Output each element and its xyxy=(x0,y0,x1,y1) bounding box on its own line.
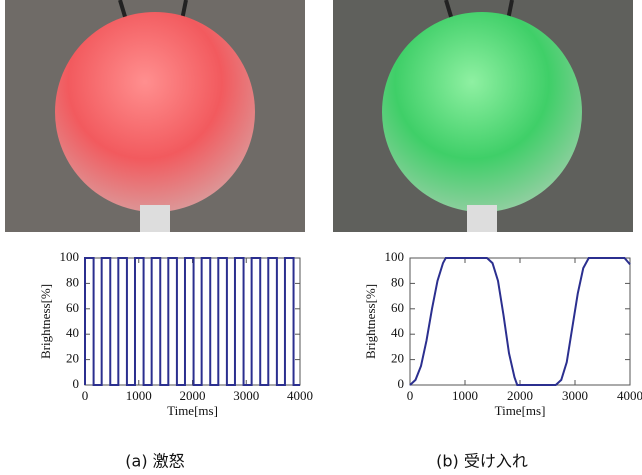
y-tick-label: 80 xyxy=(391,274,404,289)
caption: (b) 受け入れ xyxy=(436,452,528,471)
y-tick-label: 0 xyxy=(398,376,405,391)
y-axis-label: Brightness[%] xyxy=(38,284,53,359)
x-tick-label: 1000 xyxy=(126,388,152,403)
data-line xyxy=(85,258,300,385)
y-tick-label: 60 xyxy=(391,300,404,315)
data-line xyxy=(410,258,630,385)
y-tick-label: 40 xyxy=(66,325,79,340)
photo-a xyxy=(5,0,305,232)
x-tick-label: 4000 xyxy=(617,388,642,403)
x-tick-label: 0 xyxy=(82,388,89,403)
x-tick-label: 1000 xyxy=(452,388,478,403)
y-tick-label: 100 xyxy=(60,249,80,264)
x-axis-label: Time[ms] xyxy=(167,403,218,418)
caption: (a) 激怒 xyxy=(125,452,184,471)
x-tick-label: 3000 xyxy=(562,388,588,403)
y-tick-label: 80 xyxy=(66,274,79,289)
x-tick-label: 2000 xyxy=(507,388,533,403)
y-tick-label: 0 xyxy=(73,376,80,391)
x-tick-label: 3000 xyxy=(233,388,259,403)
photo-b xyxy=(333,0,633,232)
x-axis-label: Time[ms] xyxy=(495,403,546,418)
plot-frame xyxy=(410,258,630,385)
y-axis-label: Brightness[%] xyxy=(363,284,378,359)
x-tick-label: 4000 xyxy=(287,388,313,403)
y-tick-label: 40 xyxy=(391,325,404,340)
y-tick-label: 100 xyxy=(385,249,405,264)
y-tick-label: 20 xyxy=(66,351,79,366)
x-tick-label: 0 xyxy=(407,388,414,403)
y-tick-label: 60 xyxy=(66,300,79,315)
x-tick-label: 2000 xyxy=(180,388,206,403)
figure: (a) 激怒 (b) 受け入れ 020406080100010002000300… xyxy=(0,0,642,475)
y-tick-label: 20 xyxy=(391,351,404,366)
